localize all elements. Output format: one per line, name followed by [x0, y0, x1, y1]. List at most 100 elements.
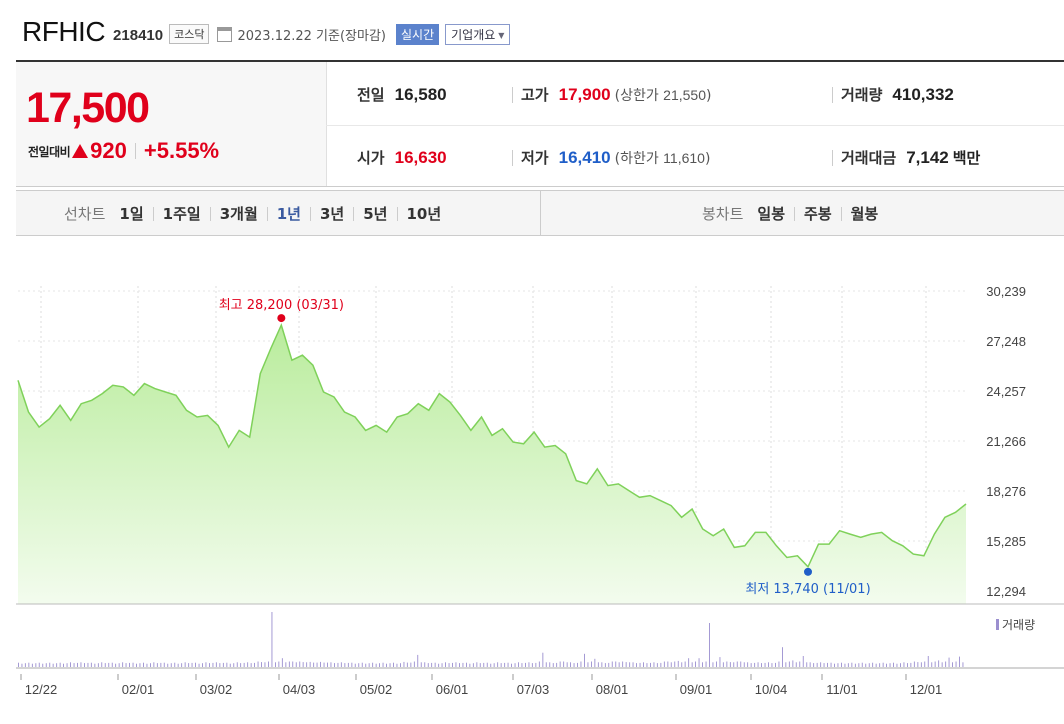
market-badge: 코스닥 — [169, 24, 210, 44]
tab-line-4[interactable]: 3년 — [320, 205, 345, 223]
volume-bar — [278, 661, 280, 667]
tab-line-5[interactable]: 5년 — [363, 205, 388, 223]
x-tick-label: 05/02 — [360, 682, 393, 697]
volume-bar — [268, 661, 269, 667]
low-label: 저가 — [521, 149, 549, 167]
volume-bar — [132, 662, 134, 667]
lower-limit-label: (하한가 — [614, 151, 659, 167]
volume-bar — [472, 663, 474, 667]
volume-bar — [726, 661, 728, 667]
high-label: 고가 — [521, 86, 549, 104]
volume-bar — [184, 662, 186, 667]
volume-bar — [167, 663, 169, 667]
current-price: 17,500 — [26, 84, 150, 132]
volume-bar — [625, 662, 627, 668]
tab-candle-0[interactable]: 일봉 — [757, 205, 786, 223]
volume-bar — [191, 662, 193, 667]
volume-bar — [368, 663, 370, 667]
volume-bar — [400, 663, 401, 667]
volume-bar — [712, 662, 714, 667]
volume-bar — [254, 662, 255, 667]
volume-bar — [56, 663, 58, 667]
volume-bar — [868, 663, 870, 667]
tab-line-2[interactable]: 3개월 — [219, 205, 258, 223]
volume-bar — [226, 662, 228, 667]
volume-bar — [782, 647, 783, 667]
volume-bar — [851, 662, 853, 667]
volume-bar — [889, 663, 891, 667]
volume-bar — [427, 663, 429, 667]
volume-bar — [771, 663, 773, 667]
volume-bar — [552, 663, 554, 667]
tab-candle-1[interactable]: 주봉 — [804, 205, 832, 223]
volume-bar — [261, 662, 262, 668]
volume-bar — [438, 663, 440, 667]
volume-bar — [698, 658, 700, 667]
volume-bar — [716, 661, 717, 667]
tab-line-1[interactable]: 1주일 — [162, 205, 201, 223]
volume-bar — [35, 663, 37, 667]
volume-bar — [146, 663, 148, 667]
volume-bar — [847, 663, 849, 667]
volume-bar — [174, 662, 176, 667]
volume-bar — [372, 662, 374, 667]
y-tick-label: 12,294 — [986, 584, 1026, 599]
volume-bar — [379, 663, 380, 667]
volume-bar — [320, 661, 321, 667]
volume-bar — [681, 662, 683, 667]
volume-bar — [285, 662, 287, 667]
volume-bar — [768, 662, 769, 667]
volume-bar — [740, 661, 742, 667]
tab-divider — [310, 206, 311, 221]
volume-bar — [587, 662, 589, 667]
stock-header: RFHIC 218410 코스닥 2023.12.22 기준(장마감) 실시간 … — [22, 14, 511, 50]
volume-bar — [222, 662, 224, 667]
y-tick-label: 18,276 — [986, 484, 1026, 499]
volume-bar — [42, 663, 44, 667]
volume-bar — [389, 663, 391, 667]
y-tick-label: 21,266 — [986, 434, 1026, 449]
volume-bar — [653, 662, 655, 667]
volume-bar — [361, 662, 363, 667]
corp-info-button[interactable]: 기업개요 ▼ — [445, 23, 511, 45]
volume-bar — [337, 662, 339, 667]
tab-line-6[interactable]: 10년 — [406, 205, 442, 223]
volume-bar — [827, 662, 828, 667]
volume-bar — [108, 662, 110, 667]
volume-bar — [434, 662, 436, 667]
upper-limit-value: 21,550 — [663, 87, 706, 103]
volume-bar — [323, 662, 325, 667]
volume-bar — [948, 657, 950, 667]
volume-bar — [764, 662, 766, 667]
volume-bar — [347, 662, 349, 667]
volume-bar — [799, 661, 801, 667]
volume-bar — [629, 662, 631, 667]
realtime-button[interactable]: 실시간 — [396, 23, 440, 45]
volume-bar — [469, 663, 471, 667]
tab-line-0[interactable]: 1일 — [119, 205, 144, 223]
volume-bar — [316, 662, 318, 667]
volume-bar — [830, 662, 832, 667]
tab-candle-2[interactable]: 월봉 — [850, 205, 879, 223]
volume-bar — [754, 662, 756, 667]
volume-bar — [118, 663, 120, 667]
tab-line-3[interactable]: 1년 — [276, 205, 301, 223]
min-label: 최저 13,740 (11/01) — [745, 582, 870, 597]
divider — [512, 87, 513, 103]
volume-bar — [101, 662, 103, 667]
volume-bar — [198, 663, 200, 667]
volume-bar — [514, 663, 516, 667]
volume-bar — [143, 662, 144, 667]
open-value: 16,630 — [394, 148, 447, 167]
volume-bar — [406, 662, 408, 667]
volume-bar — [219, 663, 221, 667]
volume-bar — [788, 661, 790, 667]
volume-bar — [264, 662, 266, 667]
x-tick-label: 10/04 — [755, 682, 788, 697]
volume-bar — [21, 663, 23, 667]
info-bottom-divider — [16, 186, 1064, 187]
volume-bar — [823, 663, 825, 667]
volume-label: 거래량 — [841, 86, 883, 104]
volume-bar — [424, 662, 426, 667]
volume-bar — [875, 663, 877, 667]
